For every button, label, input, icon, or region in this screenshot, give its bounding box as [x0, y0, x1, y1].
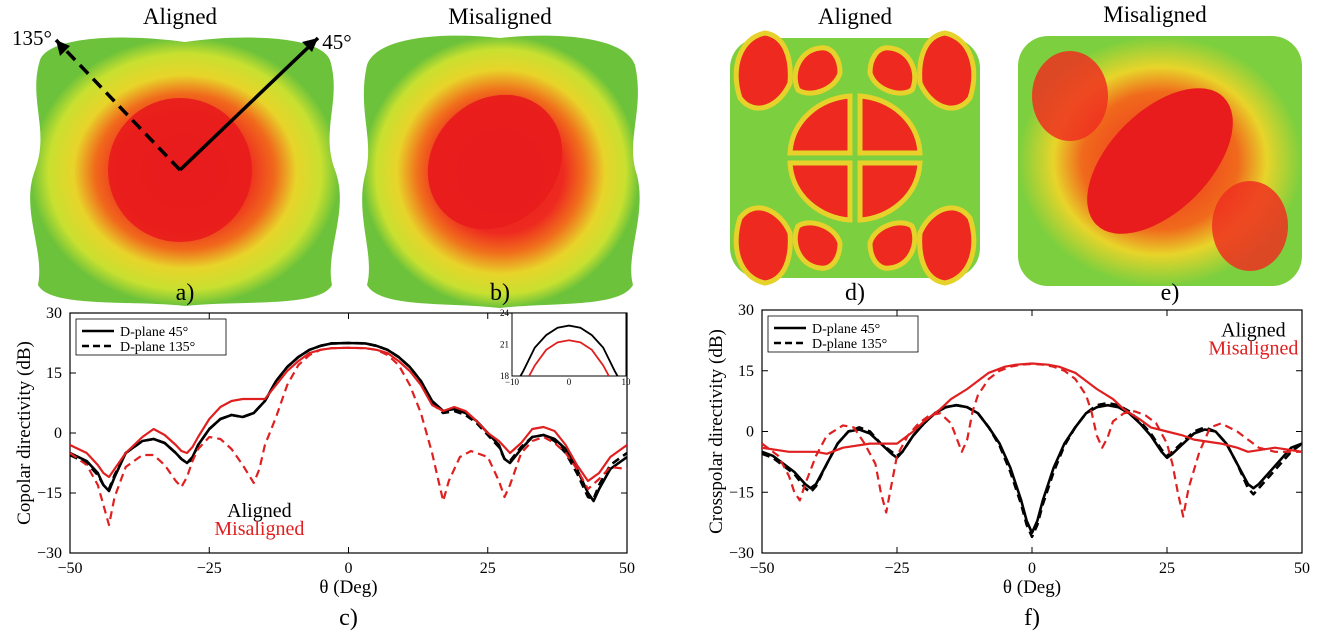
x-tick-label: 0 — [345, 560, 353, 577]
inset-x-tick-label: −10 — [505, 377, 520, 387]
pattern-e: Misaligned e) — [1010, 0, 1310, 310]
y-tick-label: 0 — [54, 425, 62, 442]
annotation-misaligned: Misaligned — [214, 518, 304, 540]
radiation-pattern-misaligned — [362, 35, 640, 308]
x-tick-label: −50 — [749, 560, 774, 577]
legend-entry: D-plane 45° — [812, 322, 880, 337]
panel-label-e: e) — [1160, 280, 1180, 306]
pattern-a: Aligned 135° 45° a) — [12, 0, 352, 310]
pattern-title: Misaligned — [1103, 2, 1207, 27]
series-line-misaligned-solid — [762, 362, 1302, 455]
series-group — [70, 341, 627, 527]
series-line-misaligned-dashed — [70, 346, 627, 527]
legend-entry: D-plane 135° — [812, 337, 887, 352]
angle-label-45: 45° — [322, 30, 352, 54]
inset-x-tick-label: 0 — [567, 377, 572, 387]
panel-label-b: b) — [490, 280, 510, 306]
series-line-misaligned-dashed — [762, 362, 1302, 518]
chart-c: −50 −25 0 25 50 30 15 0 −15 −30 θ (Deg) Copolar dir… — [14, 305, 635, 631]
y-axis-label: Copolar directivity (dB) — [14, 341, 35, 525]
inset-line-misaligned — [528, 339, 610, 376]
pattern-b: Misaligned b) — [355, 0, 645, 310]
legend-entry: D-plane 45° — [120, 325, 188, 340]
x-axis-label: θ (Deg) — [1003, 577, 1061, 598]
pattern-d: Aligned d) — [720, 0, 990, 310]
y-tick-label: 15 — [738, 363, 754, 380]
legend-box — [767, 315, 919, 353]
x-axis-label: θ (Deg) — [319, 577, 377, 598]
x-tick-label: −25 — [884, 560, 909, 577]
y-axis-label: Crosspolar directivity (dB) — [706, 329, 727, 534]
inset-frame — [511, 312, 627, 377]
y-tick-label: 15 — [46, 365, 62, 382]
inset-x-tick-label: 10 — [622, 377, 632, 387]
x-tick-label: −50 — [57, 560, 82, 577]
series-line-aligned-dashed — [762, 401, 1302, 539]
inset-y-tick-label: 24 — [500, 308, 510, 318]
series-line-aligned-dashed — [70, 341, 627, 501]
panel-label: c) — [339, 605, 358, 631]
legend-entry: D-plane 135° — [120, 340, 195, 355]
x-tick-label: −25 — [197, 560, 222, 577]
inset-chart: −10 0 10 24 21 18 — [500, 308, 631, 387]
y-tick-label: −30 — [729, 545, 754, 562]
pattern-title: Misaligned — [448, 4, 552, 29]
x-tick-label: 25 — [1159, 560, 1175, 577]
annotation-misaligned: Misaligned — [1208, 338, 1298, 360]
pattern-title: Aligned — [817, 4, 893, 29]
angle-label-135: 135° — [12, 26, 52, 50]
inset-y-tick-label: 21 — [500, 340, 509, 350]
panel-label: f) — [1024, 605, 1040, 631]
radiation-pattern-misaligned-crosspolar — [1018, 36, 1302, 286]
y-tick-label: 0 — [746, 424, 754, 441]
panel-label-d: d) — [845, 280, 865, 306]
x-tick-label: 0 — [1028, 560, 1036, 577]
x-tick-label: 50 — [619, 560, 635, 577]
annotation-aligned: Aligned — [227, 500, 291, 522]
inset-line-aligned — [519, 324, 619, 376]
chart-f: −50 −25 0 25 50 30 15 0 −15 −30 θ (Deg) Crosspolar … — [706, 302, 1310, 631]
x-tick-label: 50 — [1294, 560, 1310, 577]
y-tick-label: −15 — [37, 485, 62, 502]
radiation-pattern-aligned-crosspolar — [730, 30, 980, 286]
y-tick-label: 30 — [46, 305, 62, 322]
y-tick-label: −15 — [729, 484, 754, 501]
annotation-aligned: Aligned — [1221, 319, 1285, 341]
y-tick-label: 30 — [738, 302, 754, 319]
x-tick-label: 25 — [480, 560, 496, 577]
radiation-pattern-aligned — [30, 36, 340, 307]
panel-label-a: a) — [175, 280, 195, 306]
series-group — [762, 362, 1302, 539]
pattern-title: Aligned — [142, 4, 218, 29]
inset-series — [519, 324, 619, 376]
inset-y-tick-label: 18 — [500, 371, 510, 381]
legend-box — [75, 318, 227, 356]
y-tick-label: −30 — [37, 545, 62, 562]
